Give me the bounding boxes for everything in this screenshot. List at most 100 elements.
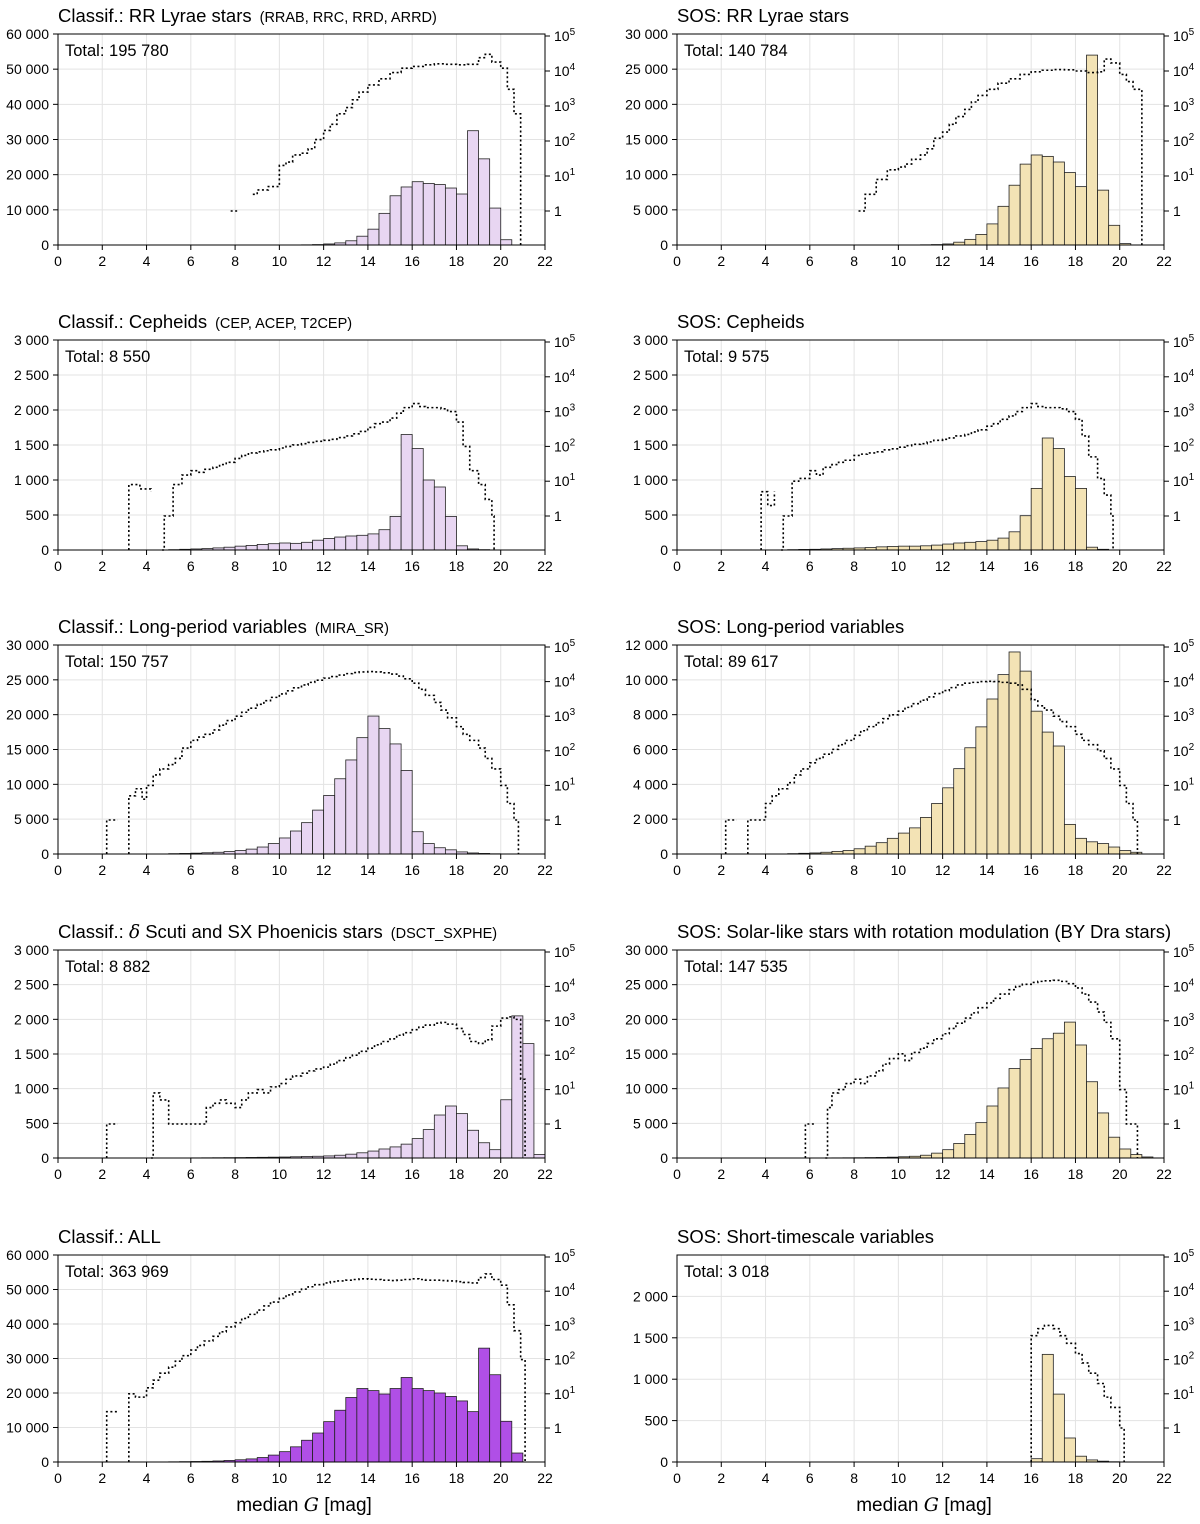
y-tick-label: 1 500	[633, 1330, 668, 1346]
histogram-bar	[422, 183, 435, 246]
histogram-bar	[886, 837, 899, 855]
x-tick-label: 2	[98, 1166, 106, 1182]
histogram-bar	[1052, 161, 1065, 246]
right-log-tick-label: 1	[1173, 508, 1181, 524]
log-outline-series	[760, 490, 776, 550]
log-outline-series	[1030, 1324, 1125, 1462]
histogram-bar	[975, 541, 988, 551]
histogram-bar	[1052, 745, 1065, 855]
x-tick-label: 0	[673, 1166, 681, 1182]
y-tick-label: 10 000	[6, 1420, 49, 1436]
log-outline-series	[105, 1123, 118, 1158]
chart-panel-c6: 0 2 4 6 8 10 12 14 16 18 20 22 0 2 000 4 000 6 000 8 000…	[625, 616, 1194, 878]
histogram-bar	[456, 193, 468, 246]
right-log-tick-label: 103	[1173, 1012, 1195, 1029]
right-log-tick-label: 102	[554, 742, 576, 759]
histogram-bar	[444, 1396, 457, 1463]
histogram-bar	[964, 747, 977, 855]
x-tick-label: 18	[449, 1470, 465, 1486]
x-tick-label: 12	[935, 862, 951, 878]
histogram-bar	[942, 787, 955, 855]
right-log-tick-label: 102	[554, 437, 576, 454]
y-tick-label: 25 000	[6, 672, 49, 688]
y-tick-label: 20 000	[6, 707, 49, 723]
histogram-bar	[1097, 1112, 1110, 1159]
histogram-bar	[245, 848, 258, 855]
histogram-bar	[345, 1153, 358, 1159]
x-tick-label: 20	[1112, 558, 1128, 574]
x-tick-label: 8	[850, 1470, 858, 1486]
histogram-bar	[953, 1143, 966, 1159]
y-tick-label: 20 000	[625, 96, 668, 112]
histogram-bar	[367, 228, 380, 246]
right-log-tick-label: 103	[1173, 97, 1195, 114]
histogram-bar	[345, 535, 358, 551]
x-tick-label: 10	[272, 253, 288, 269]
panel-title: SOS: Long-period variables	[677, 616, 904, 637]
panel-total: Total: 150 757	[65, 653, 169, 671]
histogram-bar	[997, 674, 1010, 855]
right-log-tick-label: 101	[1173, 167, 1195, 184]
x-tick-label: 22	[1156, 1166, 1172, 1182]
histogram-bar	[1086, 54, 1098, 246]
x-tick-label: 6	[187, 253, 195, 269]
x-tick-label: 16	[404, 558, 420, 574]
x-tick-label: 22	[537, 558, 553, 574]
histogram-bar	[400, 770, 413, 855]
y-tick-label: 30 000	[6, 132, 49, 148]
x-tick-label: 18	[1068, 253, 1084, 269]
right-log-tick-label: 104	[554, 1282, 576, 1299]
histogram-bar	[931, 803, 944, 855]
histogram-bar	[378, 1393, 391, 1463]
x-tick-label: 10	[891, 558, 907, 574]
x-tick-label: 2	[717, 1166, 725, 1182]
y-tick-label: 2 000	[14, 1011, 49, 1027]
x-tick-label: 8	[850, 253, 858, 269]
x-tick-label: 2	[717, 253, 725, 269]
histogram-bar	[500, 239, 513, 246]
chart-panel-c4: 0 2 4 6 8 10 12 14 16 18 20 22 0 500 1 000 1 500 2 000 2 …	[633, 311, 1195, 574]
histogram-bar	[1008, 184, 1021, 246]
x-tick-label: 0	[54, 253, 62, 269]
histogram-bar	[1063, 172, 1076, 246]
histogram-bar	[323, 795, 336, 855]
x-tick-label: 6	[187, 1470, 195, 1486]
histogram-bar	[400, 1377, 413, 1463]
histogram-bar	[875, 842, 888, 855]
right-log-tick-label: 105	[554, 1248, 576, 1265]
y-tick-label: 2 000	[633, 1288, 668, 1304]
histogram-bar	[290, 1446, 302, 1463]
right-log-tick-label: 104	[1173, 1282, 1195, 1299]
y-tick-label: 500	[645, 1413, 669, 1429]
panel-total: Total: 363 969	[65, 1263, 169, 1281]
y-tick-label: 50 000	[6, 1282, 49, 1298]
right-log-tick-label: 104	[554, 673, 576, 690]
log-outline-series	[150, 1016, 526, 1159]
y-tick-label: 6 000	[633, 742, 668, 758]
histogram-bar	[1075, 837, 1087, 855]
x-tick-label: 18	[449, 558, 465, 574]
x-tick-label: 20	[1112, 862, 1128, 878]
right-log-tick-label: 102	[1173, 1351, 1195, 1368]
x-tick-label: 6	[806, 558, 814, 574]
histogram-bar	[931, 1152, 944, 1159]
histogram-bar	[975, 726, 988, 855]
x-tick-label: 10	[272, 1470, 288, 1486]
right-log-tick-label: 105	[1173, 638, 1195, 655]
right-log-tick-label: 102	[1173, 1046, 1195, 1063]
histogram-bar	[1030, 154, 1043, 246]
x-tick-label: 0	[54, 558, 62, 574]
right-log-tick-label: 103	[1173, 403, 1195, 420]
x-tick-label: 6	[187, 862, 195, 878]
histogram-bar	[378, 212, 391, 246]
histogram-bar	[1086, 1081, 1098, 1159]
x-tick-label: 12	[316, 862, 332, 878]
histogram-bar	[500, 1099, 513, 1159]
y-tick-label: 1 000	[14, 1081, 49, 1097]
x-axis-label-unit: [mag]	[944, 1495, 992, 1516]
x-tick-label: 12	[935, 1166, 951, 1182]
histogram-bar	[1019, 163, 1032, 246]
x-tick-label: 14	[979, 253, 995, 269]
histogram-bar	[997, 205, 1010, 246]
x-tick-label: 22	[1156, 253, 1172, 269]
